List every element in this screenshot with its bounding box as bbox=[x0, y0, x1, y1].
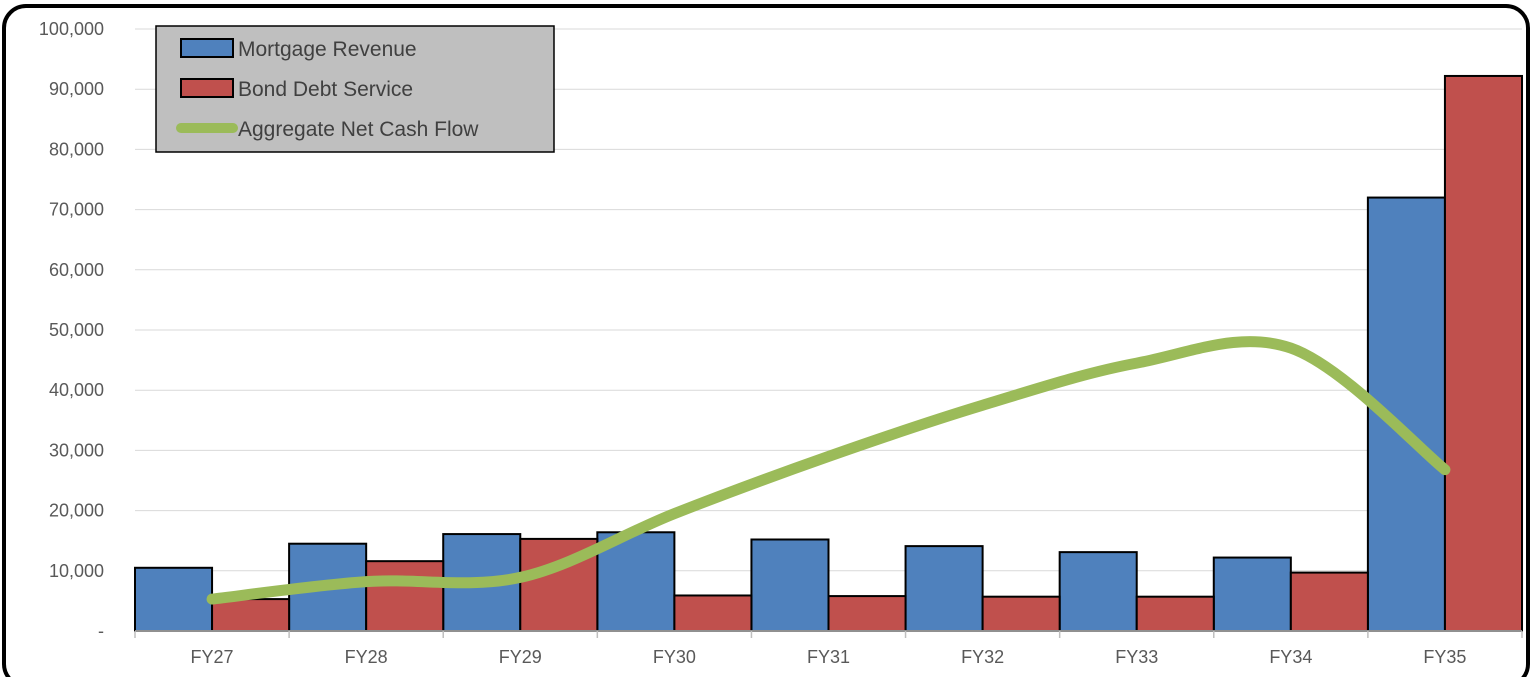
mortgage-revenue-bar bbox=[1058, 551, 1138, 632]
net-cash-flow-line-group bbox=[206, 336, 1451, 605]
x-tick-label: FY32 bbox=[961, 647, 1004, 667]
bond-debt-service-bar bbox=[1289, 571, 1369, 633]
y-tick-label: 100,000 bbox=[39, 19, 104, 39]
y-axis: - 10,000 20,000 30,000 40,000 50,000 60,000 70,… bbox=[39, 19, 104, 641]
x-tick-label: FY30 bbox=[653, 647, 696, 667]
y-tick-label: 40,000 bbox=[49, 380, 104, 400]
x-tick-label: FY29 bbox=[499, 647, 542, 667]
x-tick-label: FY28 bbox=[345, 647, 388, 667]
chart-border bbox=[2, 4, 1530, 677]
mortgage-revenue-bar bbox=[750, 538, 830, 632]
bond-debt-service-bar bbox=[981, 595, 1061, 632]
y-tick-label: 70,000 bbox=[49, 200, 104, 220]
x-tick-label: FY34 bbox=[1269, 647, 1312, 667]
bond-debt-service-bar bbox=[365, 560, 445, 633]
x-axis: FY27 FY28 FY29 FY30 FY31 FY32 FY33 FY34 FY35 bbox=[134, 630, 1523, 667]
y-tick-label: 20,000 bbox=[49, 501, 104, 521]
x-tick-label: FY33 bbox=[1115, 647, 1158, 667]
legend-label: Aggregate Net Cash Flow bbox=[238, 118, 479, 141]
y-tick-label: 80,000 bbox=[49, 139, 104, 159]
legend: Mortgage Revenue Bond Debt Service Aggrega… bbox=[155, 25, 555, 153]
mortgage-revenue-bar bbox=[904, 545, 984, 632]
legend-label: Bond Debt Service bbox=[238, 78, 413, 101]
bond-debt-service-bar bbox=[211, 598, 291, 632]
bond-debt-service-bar bbox=[1443, 74, 1524, 633]
mortgage-revenue-bar bbox=[134, 566, 214, 632]
bond-debt-service-bar bbox=[827, 595, 907, 632]
legend-label: Mortgage Revenue bbox=[238, 38, 417, 61]
y-tick-label: 30,000 bbox=[49, 440, 104, 460]
y-tick-label: 90,000 bbox=[49, 79, 104, 99]
mortgage-revenue-bar bbox=[1212, 556, 1292, 633]
y-tick-label: 10,000 bbox=[49, 561, 104, 581]
y-tick-label: 50,000 bbox=[49, 320, 104, 340]
y-tick-label: - bbox=[98, 621, 104, 641]
legend-swatch-bond-debt-service bbox=[180, 78, 234, 98]
bond-debt-service-bar bbox=[673, 594, 753, 632]
x-tick-label: FY27 bbox=[191, 647, 234, 667]
net-cash-flow-line bbox=[206, 336, 1451, 605]
y-tick-label: 60,000 bbox=[49, 260, 104, 280]
x-tick-label: FY31 bbox=[807, 647, 850, 667]
bond-debt-service-bar bbox=[1135, 595, 1215, 632]
legend-swatch-mortgage-revenue bbox=[180, 38, 234, 58]
x-tick-label: FY35 bbox=[1423, 647, 1466, 667]
